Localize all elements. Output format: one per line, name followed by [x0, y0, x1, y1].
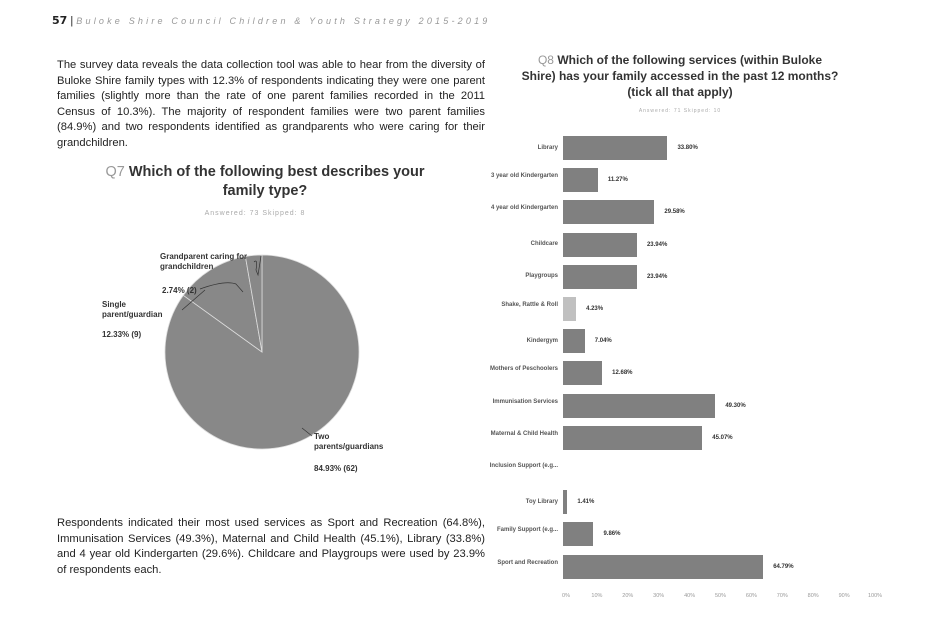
- bar-value-label: 11.27%: [607, 177, 628, 184]
- pie-value-single: 12.33% (9): [102, 330, 142, 339]
- x-tick-label: 40%: [684, 593, 696, 599]
- leader-two-parents: [301, 427, 313, 437]
- bar-value-label: 12.68%: [612, 370, 633, 377]
- bar-value-label: 64.79%: [773, 563, 794, 570]
- x-tick-label: 100%: [867, 593, 883, 599]
- pie-value-grandparent: 2.74% (2): [162, 286, 197, 295]
- bar-category-label: Inclusion Support (e.g...: [489, 463, 558, 469]
- bar-category-label: Sport and Recreation: [497, 559, 558, 566]
- q8-title: Q8 Which of the following services (with…: [521, 53, 839, 99]
- bar-category-label: Shake, Rattle & Roll: [501, 302, 558, 308]
- pie-label-single: Single parent/guardian: [102, 300, 163, 319]
- q7-title: Q7 Which of the following best describes…: [105, 164, 425, 199]
- bar-value-label: 33.80%: [677, 145, 698, 151]
- page-header: 57 | Buloke Shire Council Children & You…: [52, 14, 491, 27]
- x-tick-label: 0%: [562, 593, 570, 599]
- x-tick-label: 90%: [838, 593, 850, 599]
- bar-value-label: 23.94%: [646, 273, 668, 280]
- bar: [563, 522, 594, 547]
- bar: [563, 168, 598, 193]
- leader-single-b: [181, 289, 206, 311]
- bar: [563, 393, 716, 418]
- bar-category-label: Childcare: [530, 241, 558, 248]
- bar-value-label: 1.41%: [577, 499, 595, 506]
- bar-value-label: 29.58%: [664, 209, 685, 216]
- q7-subtitle: Answered: 73 Skipped: 8: [204, 210, 306, 217]
- bar-category-label: 4 year old Kindergarten: [490, 205, 558, 212]
- bar-category-label: Playgroups: [525, 273, 558, 280]
- x-tick-label: 30%: [653, 593, 665, 599]
- pie-value-two-parents: 84.93% (62): [314, 464, 358, 473]
- leader-grandparent: [253, 255, 262, 277]
- x-tick-label: 80%: [807, 593, 819, 599]
- bar-value-label: 23.94%: [646, 241, 668, 248]
- bar-category-label: Kindergym: [526, 337, 558, 344]
- pie-slice-1: [182, 255, 263, 353]
- x-tick-label: 20%: [622, 593, 634, 599]
- bar-category-label: Library: [537, 144, 558, 151]
- bar-category-label: Toy Library: [525, 498, 558, 505]
- bar: [563, 425, 703, 450]
- bar-value-label: 45.07%: [712, 434, 733, 441]
- header-title: Buloke Shire Council Children & Youth St…: [76, 16, 491, 26]
- q7-pie-chart: [164, 254, 360, 450]
- x-tick-label: 10%: [591, 593, 603, 599]
- bar-category-label: Mothers of Peschoolers: [489, 366, 558, 373]
- bar-value-label: 9.86%: [603, 531, 621, 538]
- bar: [563, 136, 668, 160]
- bar-category-label: 3 year old Kindergarten: [490, 173, 558, 180]
- x-tick-label: 70%: [776, 593, 788, 599]
- bar: [563, 200, 655, 225]
- bar-category-label: Family Support (e.g...: [496, 527, 558, 534]
- bar: [563, 297, 577, 321]
- pie-label-grandparent: Grandparent caring for grandchildren: [160, 252, 248, 271]
- pie-label-two-parents: Two parents/guardians: [314, 432, 384, 451]
- bar: [563, 554, 764, 579]
- bar: [563, 264, 637, 289]
- bar-value-label: 7.04%: [594, 338, 612, 345]
- q8-subtitle: Answered: 71 Skipped: 10: [638, 108, 722, 114]
- bar: [563, 361, 603, 386]
- bar: [563, 329, 585, 354]
- page-number: 57: [52, 14, 68, 27]
- leader-single-a: [199, 282, 244, 293]
- bar-value-label: 49.30%: [725, 402, 746, 409]
- paragraph-family-types: The survey data reveals the data collect…: [57, 59, 485, 149]
- pie-slice-2: [244, 254, 263, 353]
- bar-category-label: Maternal & Child Health: [490, 430, 558, 437]
- x-tick-label: 50%: [714, 593, 727, 599]
- bar: [563, 232, 637, 257]
- bar-category-label: Immunisation Services: [492, 398, 558, 405]
- x-tick-label: 60%: [745, 593, 757, 599]
- bar: [563, 490, 568, 515]
- bar-value-label: 4.23%: [586, 306, 604, 312]
- paragraph-services: Respondents indicated their most used se…: [57, 517, 485, 576]
